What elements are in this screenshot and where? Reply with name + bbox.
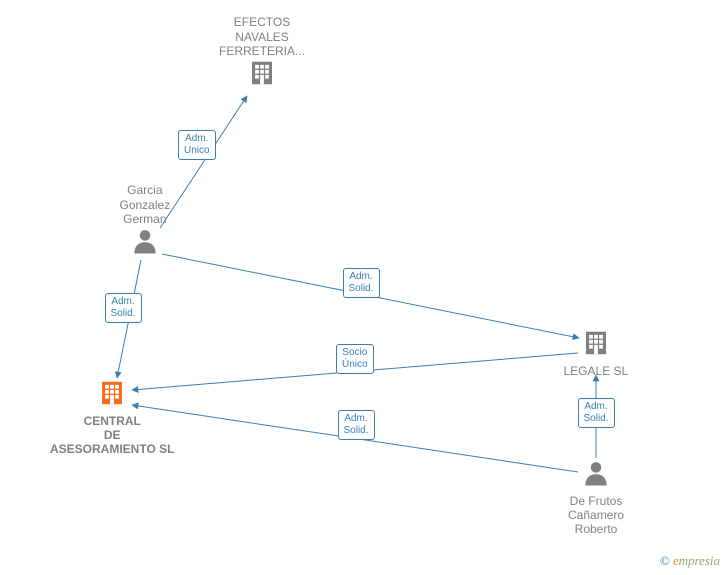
edge-label: Adm. Unico [178,130,216,160]
building-icon [247,58,277,91]
node-central[interactable]: CENTRAL DE ASESORAMIENTO SL [50,378,174,457]
watermark: ©empresia [660,553,720,569]
node-garcia[interactable]: Garcia Gonzalez German [120,181,171,260]
building-icon [581,328,611,361]
copyright-symbol: © [660,553,670,568]
person-icon [130,226,160,256]
building-icon [247,58,277,88]
person-icon [581,458,611,488]
node-label: De Frutos Cañamero Roberto [568,494,624,537]
building-icon [97,378,127,408]
node-label: EFECTOS NAVALES FERRETERIA... [219,15,305,58]
building-icon [97,378,127,411]
edge-label: Socio Único [336,344,374,374]
diagram-canvas: { "diagram": { "type": "network", "width… [0,0,728,575]
edge-line [160,96,247,228]
node-defrutos[interactable]: De Frutos Cañamero Roberto [568,458,624,537]
node-legale[interactable]: LEGALE SL [564,328,629,378]
node-label: LEGALE SL [564,364,629,378]
person-icon [130,226,160,259]
edge-label: Adm. Solid. [343,268,380,298]
person-icon [581,458,611,491]
edge-label: Adm. Solid. [105,293,142,323]
node-efectos[interactable]: EFECTOS NAVALES FERRETERIA... [219,13,305,92]
node-label: CENTRAL DE ASESORAMIENTO SL [50,414,174,457]
building-icon [581,328,611,358]
edge-label: Adm. Solid. [338,410,375,440]
watermark-text: mpresia [679,553,720,568]
edge-label: Adm. Solid. [578,398,615,428]
node-label: Garcia Gonzalez German [120,183,171,226]
